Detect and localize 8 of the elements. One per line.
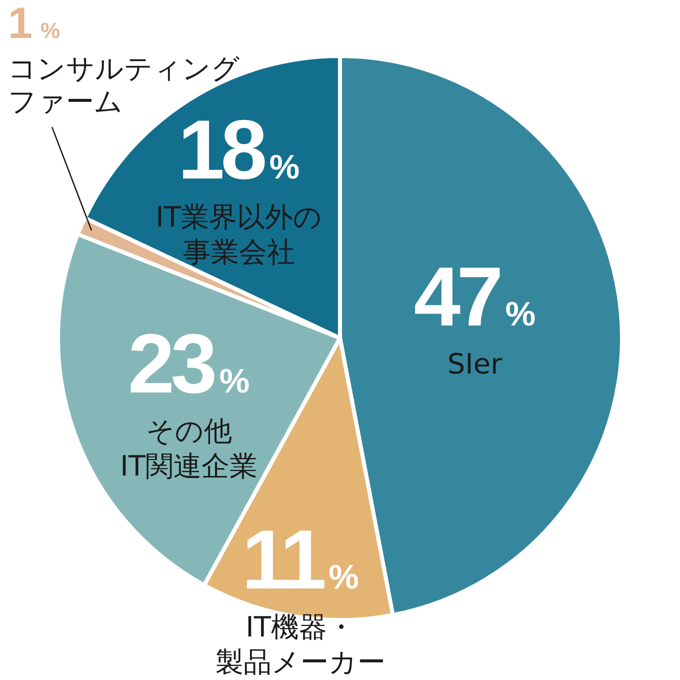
data-label: 1% — [8, 0, 60, 48]
slice-label: IT機器・製品メーカー — [215, 610, 386, 679]
data-label: 11% — [242, 512, 359, 607]
slice-label: IT業界以外の事業会社 — [156, 200, 322, 268]
data-label: 47% — [414, 249, 536, 344]
slice-label: SIer — [447, 347, 503, 380]
slice-label: その他IT関連企業 — [120, 414, 258, 482]
data-label: 23% — [128, 316, 250, 410]
